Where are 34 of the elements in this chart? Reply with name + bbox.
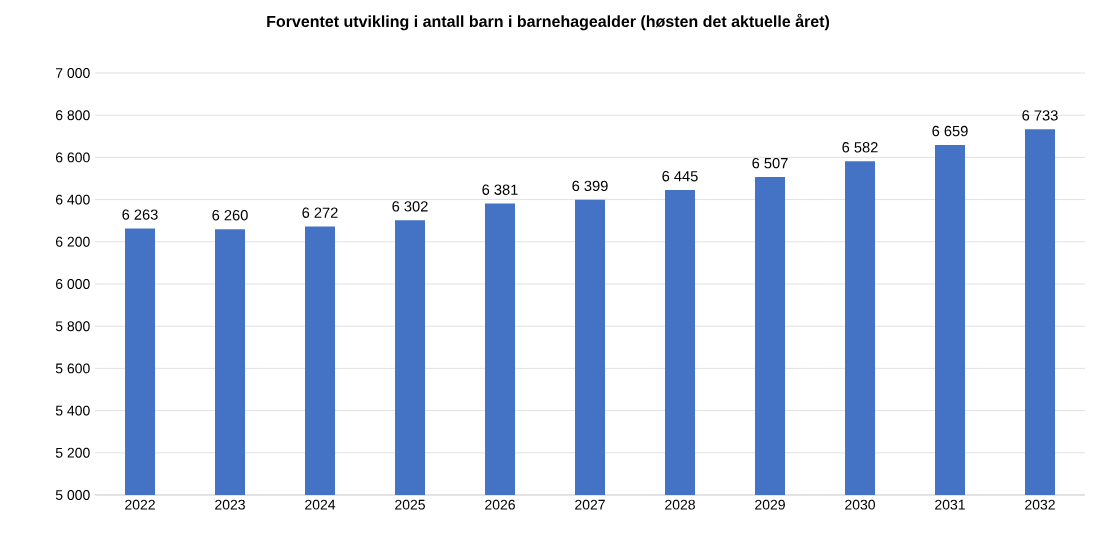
data-label: 6 381 <box>482 184 518 195</box>
y-tick-label: 7 000 <box>55 68 90 78</box>
x-tick-label: 2026 <box>485 499 515 510</box>
y-tick-label: 5 600 <box>55 363 90 374</box>
y-tick-label: 6 000 <box>55 279 90 289</box>
x-tick-label: 2027 <box>575 499 605 510</box>
data-label: 6 263 <box>122 209 158 220</box>
data-label: 6 582 <box>842 142 878 153</box>
y-tick-label: 6 200 <box>55 236 90 247</box>
y-tick-label: 6 400 <box>55 194 90 205</box>
y-tick-label: 6 800 <box>55 110 90 121</box>
x-tick-label: 2030 <box>845 499 876 510</box>
data-label: 6 399 <box>572 180 608 192</box>
data-label: 6 507 <box>752 157 788 169</box>
y-tick-label: 6 600 <box>55 152 90 163</box>
x-tick-label: 2025 <box>395 499 425 510</box>
x-tick-label: 2031 <box>935 499 965 510</box>
x-tick-label: 2028 <box>665 499 695 510</box>
y-tick-label: 5 200 <box>55 447 90 458</box>
y-tick-label: 5 800 <box>55 321 90 332</box>
data-label: 6 445 <box>662 171 698 182</box>
data-label: 6 659 <box>932 125 968 137</box>
x-tick-label: 2022 <box>125 499 155 510</box>
y-tick-label: 5 400 <box>55 405 90 416</box>
x-tick-label: 2032 <box>1025 499 1055 510</box>
chart-title: Forventet utvikling i antall barn i barnehagealder (høsten det aktuelle året) <box>267 13 830 31</box>
data-label: 6 272 <box>302 207 338 218</box>
y-tick-label: 5 000 <box>55 490 90 500</box>
data-label: 6 302 <box>392 201 428 212</box>
data-label: 6 260 <box>212 210 248 221</box>
x-tick-label: 2029 <box>755 499 785 510</box>
x-tick-label: 2023 <box>215 499 245 510</box>
data-label: 6 733 <box>1022 110 1058 121</box>
x-tick-label: 2024 <box>305 499 336 510</box>
